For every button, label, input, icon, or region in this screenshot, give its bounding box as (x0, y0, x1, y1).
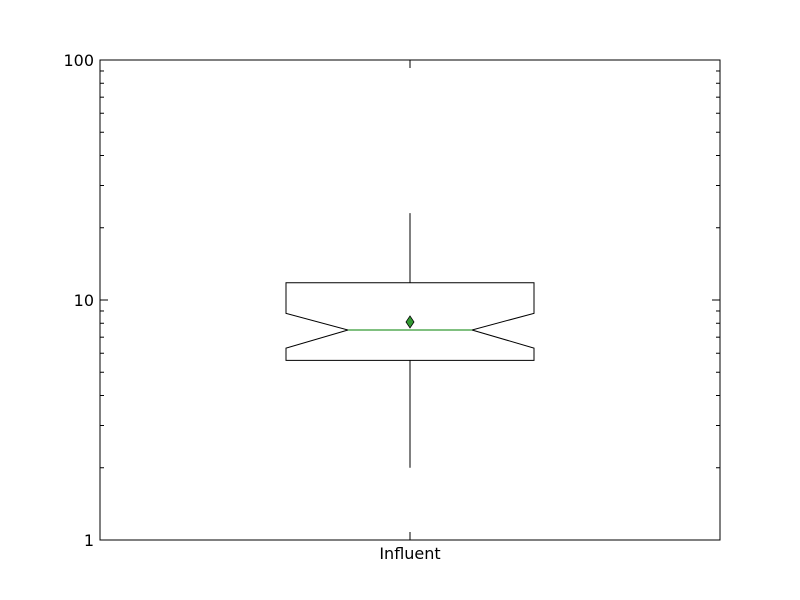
y-tick-label: 10 (74, 291, 94, 310)
y-tick-label: 100 (63, 51, 94, 70)
box-layer (285, 213, 535, 468)
x-category-label: Influent (379, 544, 440, 563)
ticks-layer (100, 59, 720, 541)
label-layer: 1 10 100 Influent (63, 51, 440, 563)
y-tick-label: 1 (84, 531, 94, 550)
mean-marker (405, 315, 415, 329)
plot-area-frame (99, 59, 721, 541)
